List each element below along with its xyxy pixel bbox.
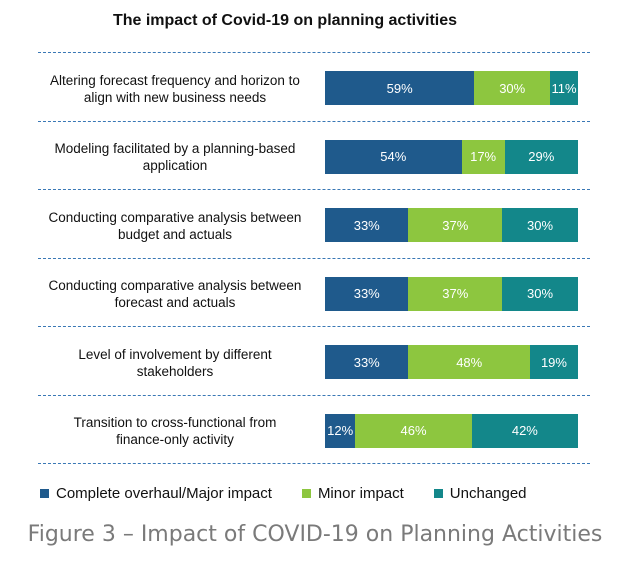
bar-segment: 59% (325, 71, 475, 105)
data-label: 11% (551, 80, 577, 96)
category-label-line: finance-only activity (116, 432, 234, 447)
data-label: 46% (400, 423, 427, 438)
bar-segment: 29% (504, 139, 578, 174)
category-label-line: Transition to cross-functional from (73, 415, 277, 430)
data-label: 17% (470, 149, 497, 164)
legend-swatch (433, 489, 443, 498)
stacked-bar: 33% 37% 30% (325, 208, 578, 242)
data-label: 33% (353, 354, 380, 370)
category-label-line: align with new business needs (83, 89, 267, 105)
data-label: 33% (353, 217, 380, 233)
legend-label: Complete overhaul/Major impact (56, 485, 272, 502)
stacked-bar: 12% 46% 42% (325, 413, 578, 448)
category-label-line: Level of involvement by different (78, 346, 272, 362)
data-label: 59% (386, 80, 413, 96)
data-label: 54% (380, 149, 407, 164)
bar-segment: 30% (502, 208, 578, 242)
row-separator (38, 463, 590, 464)
data-label: 42% (511, 423, 538, 438)
category-label: Transition to cross-functional from finan… (22, 414, 328, 448)
data-label: 48% (456, 354, 483, 370)
stacked-bar: 59% 30% 11% (325, 71, 578, 105)
legend-item: Complete overhaul/Major impact (40, 485, 272, 502)
category-label: Level of involvement by different stakeho… (22, 346, 328, 380)
chart-title: The impact of Covid-19 on planning activ… (112, 12, 458, 29)
data-label: 29% (528, 149, 555, 164)
bar-segment: 33% (325, 276, 409, 311)
category-label: Modeling facilitated by a planning-based… (22, 140, 328, 174)
row-separator (38, 52, 590, 53)
data-label: 19% (540, 354, 567, 370)
legend-item: Unchanged (433, 485, 527, 502)
stacked-bar: 33% 48% 19% (325, 345, 578, 379)
bar-segment: 37% (408, 208, 503, 242)
legend-item: Minor impact (301, 485, 404, 502)
bar-segment: 17% (461, 139, 505, 174)
bar-segment: 12% (325, 413, 356, 448)
bar-segment: 54% (325, 139, 462, 174)
data-label: 30% (527, 286, 554, 301)
row-separator (38, 394, 590, 396)
data-label: 37% (442, 217, 469, 233)
bar-segment: 11% (550, 71, 578, 105)
bar-segment: 37% (408, 276, 503, 311)
data-label: 30% (499, 80, 526, 96)
legend-label: Minor impact (317, 485, 404, 502)
category-label: Conducting comparative analysis between b… (22, 209, 328, 243)
category-label-line: Modeling facilitated by a planning-based (54, 141, 296, 156)
data-label: 12% (327, 423, 354, 438)
legend-swatch (40, 489, 49, 498)
row-separator (38, 257, 590, 259)
bar-segment: 30% (502, 276, 578, 311)
row-separator (38, 326, 590, 327)
data-label: 37% (442, 286, 469, 301)
category-label-line: Conducting comparative analysis between (48, 278, 302, 293)
data-label: 30% (527, 217, 554, 233)
legend-label: Unchanged (449, 485, 527, 502)
category-label-line: forecast and actuals (114, 295, 236, 310)
category-label-line: application (142, 158, 208, 173)
stacked-bar: 54% 17% 29% (325, 139, 578, 174)
bar-segment: 46% (355, 413, 472, 448)
bar-segment: 42% (471, 413, 578, 448)
legend-swatch (301, 489, 311, 498)
data-label: 33% (353, 286, 380, 301)
category-label: Altering forecast frequency and horizon … (22, 72, 328, 106)
category-label: Conducting comparative analysis between f… (22, 277, 328, 311)
chart-legend: Complete overhaul/Major impact Minor impa… (40, 485, 557, 502)
bar-segment: 19% (529, 345, 578, 379)
stacked-bar: 33% 37% 30% (325, 276, 578, 311)
figure-caption: Figure 3 – Impact of COVID-19 on Plannin… (27, 522, 603, 547)
category-label-line: Altering forecast frequency and horizon … (50, 72, 300, 88)
category-label-line: stakeholders (136, 363, 214, 379)
row-separator (38, 120, 590, 122)
bar-segment: 48% (408, 345, 530, 379)
bar-segment: 30% (474, 71, 551, 105)
bar-segment: 33% (325, 345, 409, 379)
bar-segment: 33% (325, 208, 409, 242)
category-label-line: budget and actuals (117, 226, 233, 242)
row-separator (38, 189, 590, 190)
category-label-line: Conducting comparative analysis between (48, 209, 302, 225)
